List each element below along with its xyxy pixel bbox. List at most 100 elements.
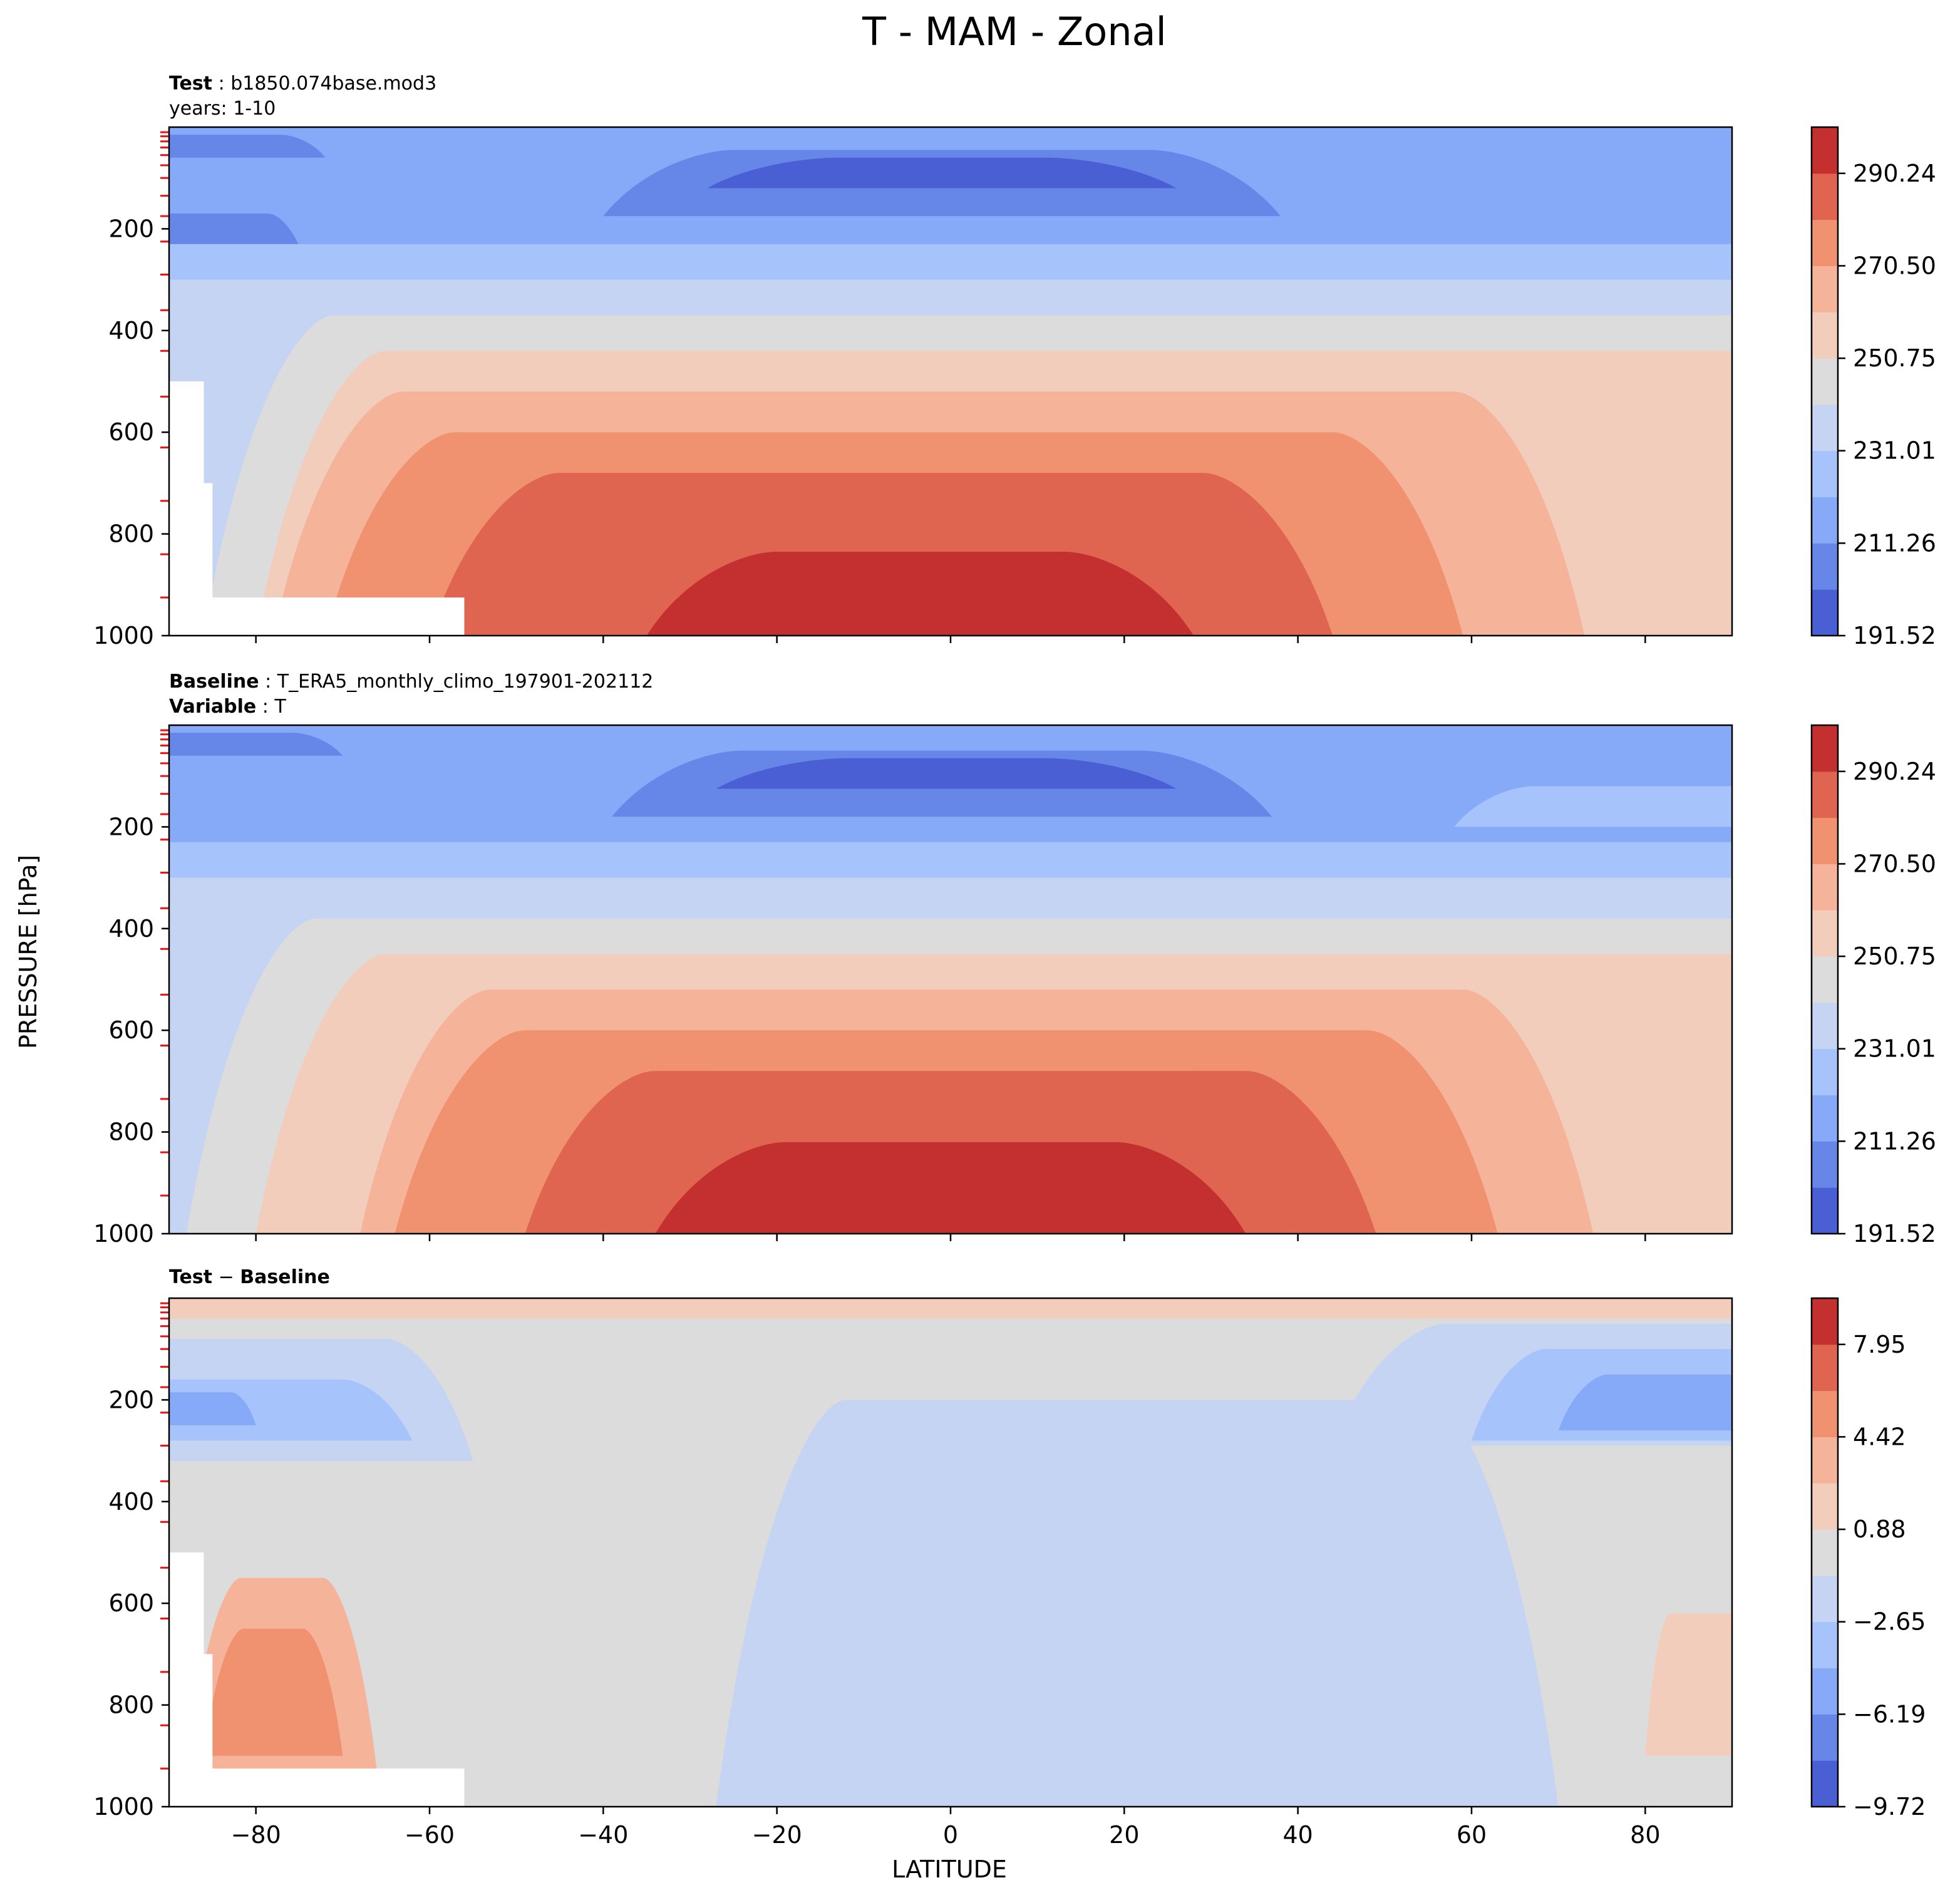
y-tick-label: 800: [108, 520, 154, 548]
colorbar-frame: [1810, 126, 1839, 637]
colorbar-segment: [1812, 450, 1838, 498]
panel-header-key: Baseline: [169, 671, 259, 693]
figure-title: T - MAM - Zonal: [862, 9, 1167, 54]
colorbar-tick-label: 231.01: [1853, 437, 1936, 465]
contour-band-2: [716, 758, 1177, 789]
colorbar-segment: [1812, 1529, 1838, 1576]
contour-band-3: [169, 733, 343, 756]
colorbar-tick-label: 211.26: [1853, 1127, 1936, 1155]
colorbar-segment: [1812, 1714, 1838, 1761]
panel-header-sep: :: [212, 73, 230, 95]
x-tick-label: −60: [405, 1821, 455, 1849]
colorbar-segment: [1812, 543, 1838, 590]
colorbar-segment: [1812, 864, 1838, 911]
y-tick-label: 400: [108, 1488, 154, 1515]
x-tick-label: 40: [1282, 1821, 1313, 1849]
contour-band-10: [204, 1628, 343, 1756]
panel-header-sep: :: [259, 671, 277, 693]
colorbar-tick-label: 4.42: [1853, 1423, 1906, 1450]
panel-difference: 200 400 600 800 1000 −80 −60 −40 −20 0 20 40 60 80 Tes…: [93, 1266, 1926, 1849]
panel-header-years: years: 1-10: [169, 98, 276, 120]
y-tick-label: 200: [108, 215, 154, 242]
colorbar: 191.52 211.26 231.01 250.75 270.50 290.24: [1810, 126, 1936, 649]
colorbar-segment: [1812, 771, 1838, 818]
y-tick-label: 800: [108, 1118, 154, 1146]
contour-band-2: [707, 157, 1177, 188]
colorbar-frame: [1810, 724, 1839, 1235]
contour-fill: [169, 1298, 1732, 1807]
colorbar-segment: [1812, 358, 1838, 405]
x-tick-label: −40: [578, 1821, 628, 1849]
colorbar-tick-label: 211.26: [1853, 529, 1936, 557]
colorbar-segment: [1812, 266, 1838, 312]
colorbar-tick-label: 7.95: [1853, 1331, 1906, 1358]
panel-header-key: Test: [169, 1266, 212, 1288]
colorbar-segment: [1812, 589, 1838, 636]
contour-band-12: [655, 1142, 1246, 1234]
colorbar-segment: [1812, 1483, 1838, 1530]
colorbar-segment: [1812, 1668, 1838, 1715]
x-tick-label: 60: [1457, 1821, 1487, 1849]
colorbar-segment: [1812, 1390, 1838, 1437]
colorbar-segment: [1812, 1002, 1838, 1050]
colorbar-tick-label: 270.50: [1853, 252, 1936, 279]
contour-band-4: [169, 1392, 256, 1425]
colorbar-segment: [1812, 817, 1838, 864]
x-tick-label: −20: [752, 1821, 802, 1849]
y-axis-label: PRESSURE [hPa]: [14, 855, 42, 1049]
colorbar-segment: [1812, 1760, 1838, 1807]
colorbar-segment: [1812, 1437, 1838, 1484]
colorbar-segment: [1812, 312, 1838, 359]
panel-baseline: 200 400 600 800 1000 Baseline : T_ERA5_monthl…: [93, 671, 1936, 1247]
x-tick-label: 0: [943, 1821, 958, 1849]
contour-band-8: [1558, 1374, 1732, 1431]
colorbar-segment: [1812, 956, 1838, 1003]
contour-band-5: [716, 1400, 1559, 1807]
colorbar-segment: [1812, 1575, 1838, 1623]
masked-region-2: [169, 597, 465, 636]
colorbar-segment: [1812, 1141, 1838, 1188]
panel-header: Test − Baseline: [169, 1266, 330, 1288]
y-tick-label: 400: [108, 915, 154, 942]
x-tick-label: 80: [1630, 1821, 1660, 1849]
panel-header: Test : b1850.074base.mod3: [169, 73, 436, 95]
colorbar-tick-label: 270.50: [1853, 850, 1936, 877]
colorbar-segment: [1812, 173, 1838, 220]
colorbar-tick-label: −9.72: [1853, 1793, 1926, 1820]
colorbar-segment: [1812, 219, 1838, 266]
panel-header-value2: T: [274, 696, 286, 718]
colorbar-tick-label: 231.01: [1853, 1035, 1936, 1063]
colorbar: 191.52 211.26 231.01 250.75 270.50 290.24: [1810, 724, 1936, 1247]
colorbar-segment: [1812, 1344, 1838, 1391]
panel-header-value: b1850.074base.mod3: [230, 73, 436, 95]
colorbar-segment: [1812, 910, 1838, 957]
y-tick-label: 1000: [93, 622, 154, 649]
colorbar-tick-label: 290.24: [1853, 160, 1936, 187]
colorbar-segment: [1812, 1298, 1838, 1345]
y-tick-label: 800: [108, 1691, 154, 1719]
contour-band-11: [1645, 1613, 1732, 1756]
colorbar-tick-label: 0.88: [1853, 1515, 1906, 1543]
colorbar-segment: [1812, 127, 1838, 174]
colorbar-tick-label: −6.19: [1853, 1700, 1926, 1728]
panel-header-variable: Variable : T: [169, 696, 286, 718]
y-tick-label: 600: [108, 418, 154, 446]
panel-header-sep2: :: [256, 696, 274, 718]
contour-band-1: [169, 1298, 1732, 1319]
colorbar-tick-label: 290.24: [1853, 758, 1936, 785]
x-tick-label: −80: [231, 1821, 281, 1849]
y-tick-label: 200: [108, 1386, 154, 1413]
y-tick-label: 200: [108, 813, 154, 840]
colorbar-tick-label: 250.75: [1853, 344, 1936, 372]
colorbar-segment: [1812, 404, 1838, 452]
colorbar-tick-label: 191.52: [1853, 622, 1936, 649]
contour-band-12: [646, 552, 1194, 636]
colorbar-tick-label: 191.52: [1853, 1220, 1936, 1247]
panel-header-sep: −: [212, 1266, 240, 1288]
y-tick-label: 1000: [93, 1793, 154, 1820]
panel-header: Baseline : T_ERA5_monthly_climo_197901-2…: [169, 671, 653, 693]
contour-band-3: [169, 135, 326, 158]
contour-fill: [169, 127, 1732, 636]
panel-header-value: Baseline: [240, 1266, 330, 1288]
